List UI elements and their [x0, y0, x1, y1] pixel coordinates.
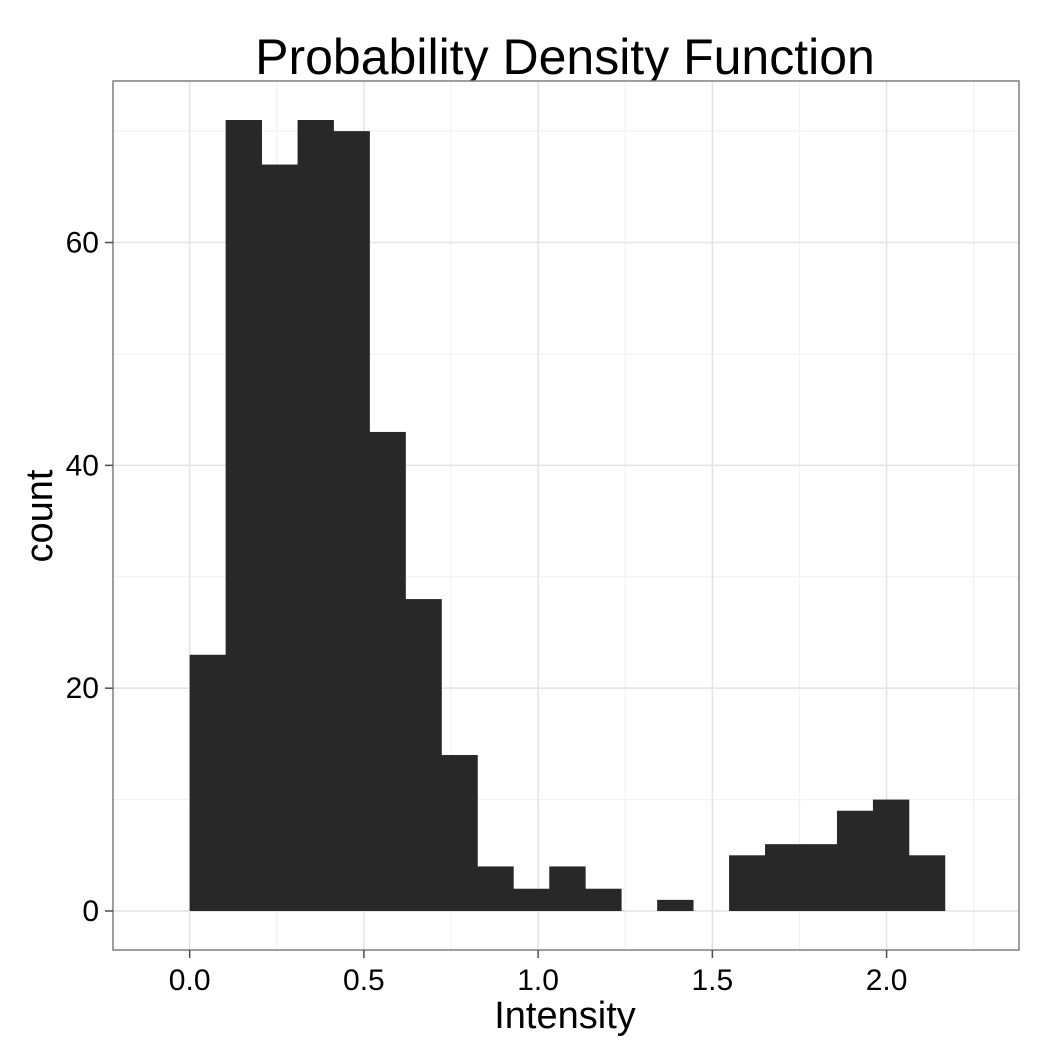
histogram-bar — [477, 866, 514, 912]
histogram-bar — [585, 888, 622, 912]
histogram-bar — [441, 755, 478, 912]
histogram-bar — [657, 899, 694, 912]
histogram-bar — [908, 855, 946, 912]
y-tick-label: 40 — [66, 449, 99, 482]
histogram-bar — [225, 119, 262, 912]
x-tick-label: 2.0 — [866, 964, 908, 997]
histogram-bar — [189, 654, 227, 912]
histogram-bar — [333, 131, 370, 912]
y-axis-label: count — [19, 469, 61, 562]
y-tick-label: 20 — [66, 672, 99, 705]
x-tick-label: 1.0 — [517, 964, 559, 997]
histogram-bar — [405, 599, 442, 912]
x-axis-label: Intensity — [494, 995, 636, 1037]
histogram-bar — [297, 119, 334, 912]
histogram-bar — [513, 888, 550, 912]
histogram-bar — [872, 799, 910, 912]
y-tick-label: 0 — [82, 895, 99, 928]
histogram-bar — [836, 810, 874, 912]
y-tick-label: 60 — [66, 227, 99, 260]
plot-panel-border — [112, 80, 1020, 951]
y-axis: 0 20 40 60 — [66, 227, 113, 928]
histogram-bar — [549, 866, 586, 912]
x-tick-label: 1.5 — [691, 964, 733, 997]
x-axis: 0.0 0.5 1.0 1.5 2.0 — [169, 950, 908, 997]
chart-title: Probability Density Function — [255, 29, 875, 85]
histogram-bar — [729, 855, 766, 912]
x-tick-label: 0.0 — [169, 964, 211, 997]
histogram-bar — [801, 844, 838, 912]
histogram-bar — [369, 431, 406, 912]
histogram-bar — [261, 164, 298, 912]
x-tick-label: 0.5 — [343, 964, 385, 997]
histogram-bars — [189, 119, 946, 912]
histogram-bar — [765, 844, 802, 912]
